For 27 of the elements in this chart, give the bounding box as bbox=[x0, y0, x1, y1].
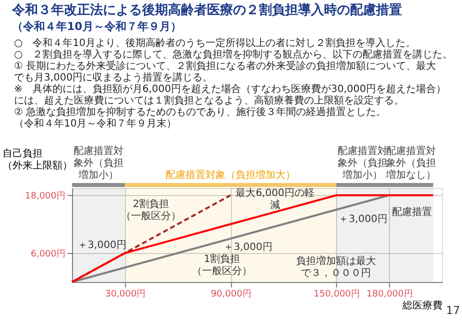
x-axis-title: 総医療費 bbox=[402, 300, 442, 312]
annotation: 最大6,000円の軽減 bbox=[236, 187, 314, 211]
x-tick-label: 150,000円 bbox=[314, 290, 360, 300]
text: ※ 具体的には、負担額が月6,000円を超えた場合（すなわち医療費が30,000円を超えた場合）には、超えた医療費については１割負担となるよう、高額療養費の上限額を設定する。 bbox=[14, 83, 446, 106]
text: ○ 令和４年10月より、後期高齢者のうち一定所得以上の者に対し２割負担を導入した。 bbox=[14, 37, 416, 49]
annotation: ＋3,000円 bbox=[338, 214, 388, 225]
band-label: 配慮措置対象外（負担増加なし） bbox=[385, 145, 436, 181]
text: ① 長期にわたる外来受診について、２割負担になる者の外来受診の負担増加額について、最大でも月3,000円に収まるよう措置を講じる。 bbox=[14, 60, 436, 84]
annotation: ＋3,000円 bbox=[78, 240, 126, 251]
x-tick-label: 30,000円 bbox=[105, 290, 146, 300]
band-label: 配慮措置対象外（負担増加小） bbox=[73, 145, 124, 181]
text: 17 bbox=[446, 304, 460, 317]
chart-subtitle: （令和４年10月～令和７年９月） bbox=[12, 20, 182, 33]
y-tick-label: 6,000円 bbox=[30, 250, 66, 260]
x-tick-label: 90,000円 bbox=[210, 290, 252, 300]
y-axis-title: 自己負担（外来上限額） bbox=[2, 148, 72, 172]
y-tick-label: 18,000円 bbox=[25, 192, 66, 202]
x-tick-label: 180,000円 bbox=[366, 290, 413, 300]
annotation: ＋3,000円 bbox=[224, 242, 272, 253]
text: ② 急激な負担増加を抑制するためのものであり、施行後３年間の経過措置とした。（令和４年10月～令和７年９月末） bbox=[14, 106, 386, 130]
annotation: 配慮措置 bbox=[392, 206, 432, 218]
text: ○ ２割負担を導入するに際して、急激な負担増を抑制する観点から、以下の配慮措置を講じた。 bbox=[14, 48, 453, 60]
annotation: 負担増加額は最大で３，０００円 bbox=[296, 255, 376, 279]
band-label: 配慮措置対象（負担増加大） bbox=[166, 169, 296, 181]
annotation: 2割負担（一般区分） bbox=[121, 198, 181, 222]
chart-title: 令和３年改正法による後期高齢者医療の２割負担導入時の配慮措置 bbox=[11, 2, 402, 18]
annotation: 1割負担（一般区分） bbox=[192, 253, 252, 277]
